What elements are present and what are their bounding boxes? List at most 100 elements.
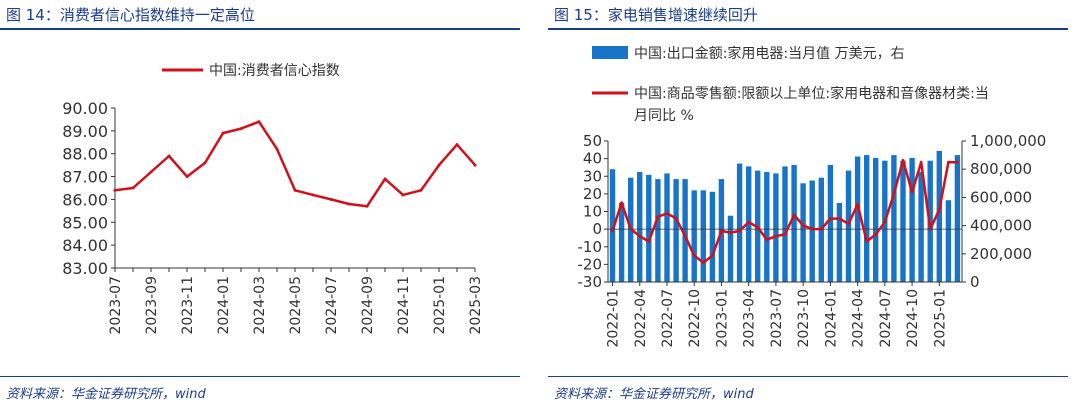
export-bar — [936, 150, 942, 282]
data-point — [701, 261, 705, 265]
x-tick-label: 2023-07 — [108, 276, 124, 335]
export-bar — [727, 215, 734, 282]
data-point — [892, 192, 896, 196]
right-figure-title: 图 15：家电销售增速继续回升 — [554, 6, 758, 24]
left-y-tick-label: 0 — [592, 220, 602, 238]
export-bar — [664, 173, 670, 282]
data-point — [257, 120, 261, 124]
legend-label-consumer-confidence: 中国:消费者信心指数 — [209, 63, 340, 79]
data-point — [674, 217, 678, 220]
right-y-tick-label: 400,000 — [970, 217, 1032, 235]
x-tick-label: 2023-11 — [180, 276, 196, 335]
export-bar — [791, 165, 797, 282]
data-point — [329, 197, 333, 201]
y-tick-label: 89.00 — [62, 122, 108, 141]
left-title-rule — [0, 28, 520, 30]
y-tick-label: 85.00 — [62, 213, 108, 232]
data-point — [729, 231, 732, 235]
data-point — [383, 177, 387, 181]
export-bar — [800, 183, 806, 282]
y-tick-label: 90.00 — [62, 99, 108, 118]
left-y-tick-label: 30 — [583, 167, 602, 185]
data-point — [919, 160, 923, 164]
export-bar — [845, 170, 852, 282]
data-point — [946, 160, 950, 164]
data-point — [221, 131, 225, 135]
left-y-tick-label: 20 — [583, 185, 602, 203]
data-point — [738, 229, 742, 233]
x-tick-label: 2022-01 — [606, 289, 622, 348]
data-point — [810, 227, 814, 231]
export-bar — [954, 155, 961, 282]
export-bar — [618, 203, 625, 282]
data-point — [937, 208, 941, 212]
right-y-tick-label: 1,000,000 — [970, 132, 1046, 150]
left-y-tick-label: -30 — [578, 273, 603, 291]
left-y-tick-label: 40 — [583, 150, 602, 168]
x-tick-label: 2023-04 — [742, 289, 758, 348]
export-bar — [764, 172, 770, 282]
export-bar — [918, 172, 924, 282]
data-point — [647, 240, 651, 243]
y-tick-label: 86.00 — [62, 190, 108, 209]
left-y-tick-label: -20 — [578, 255, 603, 273]
right-y-tick-label: 0 — [970, 273, 980, 291]
export-bar — [854, 156, 861, 282]
export-bar — [646, 174, 652, 282]
x-tick-label: 2022-04 — [633, 289, 649, 348]
left-y-tick-label: 10 — [583, 203, 602, 221]
left-y-tick-label: -10 — [578, 238, 603, 256]
export-bar — [691, 190, 697, 282]
data-point — [638, 234, 642, 238]
data-point — [838, 217, 841, 220]
data-point — [774, 234, 778, 238]
y-tick-label: 83.00 — [62, 259, 108, 278]
data-point — [473, 163, 477, 167]
right-figure-panel: 图 15：家电销售增速继续回升 中国:出口金额:家用电器:当月值 万美元，右中国… — [548, 0, 1068, 405]
legend-swatch-export-bars — [592, 46, 628, 59]
data-point — [293, 188, 297, 192]
data-point — [847, 222, 850, 226]
data-point — [710, 254, 714, 257]
legend-label-retail-line: 中国:商品零售额:限额以上单位:家用电器和音像器材类:当 — [634, 85, 989, 102]
data-point — [629, 227, 633, 231]
data-point — [401, 193, 405, 197]
data-point — [131, 186, 135, 190]
legend-label-retail-line-cont: 月同比 % — [634, 108, 694, 124]
export-bar — [746, 166, 752, 282]
export-bar — [864, 155, 870, 282]
data-point — [365, 204, 369, 208]
data-point — [437, 163, 441, 167]
data-point — [683, 234, 687, 238]
export-bar — [900, 160, 906, 282]
data-point — [692, 254, 696, 257]
y-tick-label: 87.00 — [62, 168, 108, 187]
data-point — [656, 215, 660, 219]
data-point — [620, 201, 624, 205]
export-bar — [827, 165, 834, 282]
export-bar — [736, 163, 743, 282]
x-tick-label: 2024-05 — [288, 276, 304, 335]
data-point — [419, 188, 423, 192]
data-point — [956, 160, 959, 164]
export-bar — [809, 180, 815, 282]
data-point — [783, 233, 787, 236]
data-point — [113, 188, 117, 192]
data-point — [819, 227, 823, 231]
left-figure-panel: 图 14：消费者信心指数维持一定高位 中国:消费者信心指数 83.00 84.00 8… — [0, 0, 520, 405]
x-tick-label: 2023-07 — [769, 289, 785, 348]
legend-label-export-bars: 中国:出口金额:家用电器:当月值 万美元，右 — [634, 45, 905, 62]
data-point — [239, 127, 243, 131]
data-point — [665, 211, 669, 215]
export-bar — [700, 190, 706, 282]
data-point — [765, 238, 769, 242]
data-point — [185, 175, 189, 179]
left-source-note: 资料来源：华金证券研究所，wind — [6, 387, 206, 402]
export-bar — [655, 179, 661, 282]
right-source-note: 资料来源：华金证券研究所，wind — [554, 387, 754, 402]
x-tick-label: 2023-09 — [144, 276, 160, 335]
data-point — [611, 229, 614, 233]
data-point — [865, 240, 869, 243]
x-tick-label: 2024-07 — [878, 289, 894, 348]
data-point — [167, 154, 171, 158]
